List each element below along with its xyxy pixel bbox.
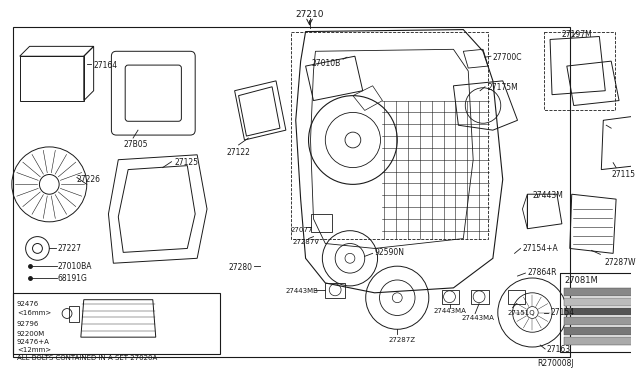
- Text: 27210: 27210: [295, 10, 324, 19]
- Bar: [471, 290, 489, 304]
- Text: 27125: 27125: [175, 158, 198, 167]
- Text: 27010BA: 27010BA: [57, 262, 92, 271]
- Bar: [560, 273, 640, 352]
- Text: 92590N: 92590N: [374, 248, 404, 257]
- Text: 27154: 27154: [550, 308, 574, 317]
- Text: 27175M: 27175M: [488, 83, 518, 92]
- Text: 27227: 27227: [57, 244, 81, 253]
- Text: <12mm>: <12mm>: [17, 347, 51, 353]
- Bar: [310, 214, 332, 232]
- Bar: [564, 317, 640, 326]
- Text: 27287V: 27287V: [292, 238, 320, 244]
- Text: ALL BOLTS CONTAINED IN A SET 27020A: ALL BOLTS CONTAINED IN A SET 27020A: [17, 355, 157, 361]
- Text: 27226: 27226: [77, 174, 101, 183]
- Text: 27077: 27077: [291, 227, 313, 233]
- Text: 92476+A: 92476+A: [17, 339, 50, 345]
- Text: 27197M: 27197M: [562, 30, 593, 39]
- Bar: [564, 327, 640, 335]
- Text: 92796: 92796: [17, 321, 39, 327]
- Bar: [291, 32, 488, 238]
- Text: 27443MA: 27443MA: [461, 315, 494, 321]
- Text: 27443M: 27443M: [532, 191, 563, 200]
- Bar: [544, 32, 615, 110]
- Text: 27164: 27164: [93, 61, 118, 70]
- Bar: [564, 288, 640, 296]
- Text: <16mm>: <16mm>: [17, 310, 51, 315]
- Text: 27700C: 27700C: [493, 53, 522, 62]
- Text: 92476: 92476: [17, 301, 39, 307]
- Text: 27115: 27115: [611, 170, 635, 179]
- Bar: [508, 290, 525, 304]
- Bar: [564, 308, 640, 315]
- Text: 27163: 27163: [546, 345, 570, 354]
- Text: 27443MB: 27443MB: [286, 288, 319, 294]
- Text: 27122: 27122: [227, 148, 251, 157]
- Text: 92200M: 92200M: [17, 331, 45, 337]
- Bar: [13, 27, 570, 357]
- Bar: [13, 293, 220, 354]
- Bar: [564, 298, 640, 306]
- Text: R270008J: R270008J: [537, 359, 574, 368]
- Text: 27287W: 27287W: [604, 258, 636, 267]
- Bar: [325, 283, 345, 298]
- Text: 27B05: 27B05: [124, 140, 148, 149]
- Text: 27154+A: 27154+A: [522, 244, 558, 253]
- Text: 27443MA: 27443MA: [434, 308, 467, 314]
- Text: 27287Z: 27287Z: [388, 337, 415, 343]
- Text: 27010B: 27010B: [312, 59, 340, 68]
- Text: 27280: 27280: [228, 263, 253, 272]
- Text: 27081M: 27081M: [564, 276, 598, 285]
- Text: 27151Q: 27151Q: [508, 310, 535, 315]
- Bar: [442, 290, 460, 304]
- Bar: [564, 337, 640, 345]
- Text: 27864R: 27864R: [527, 268, 557, 277]
- Text: 68191G: 68191G: [57, 274, 87, 283]
